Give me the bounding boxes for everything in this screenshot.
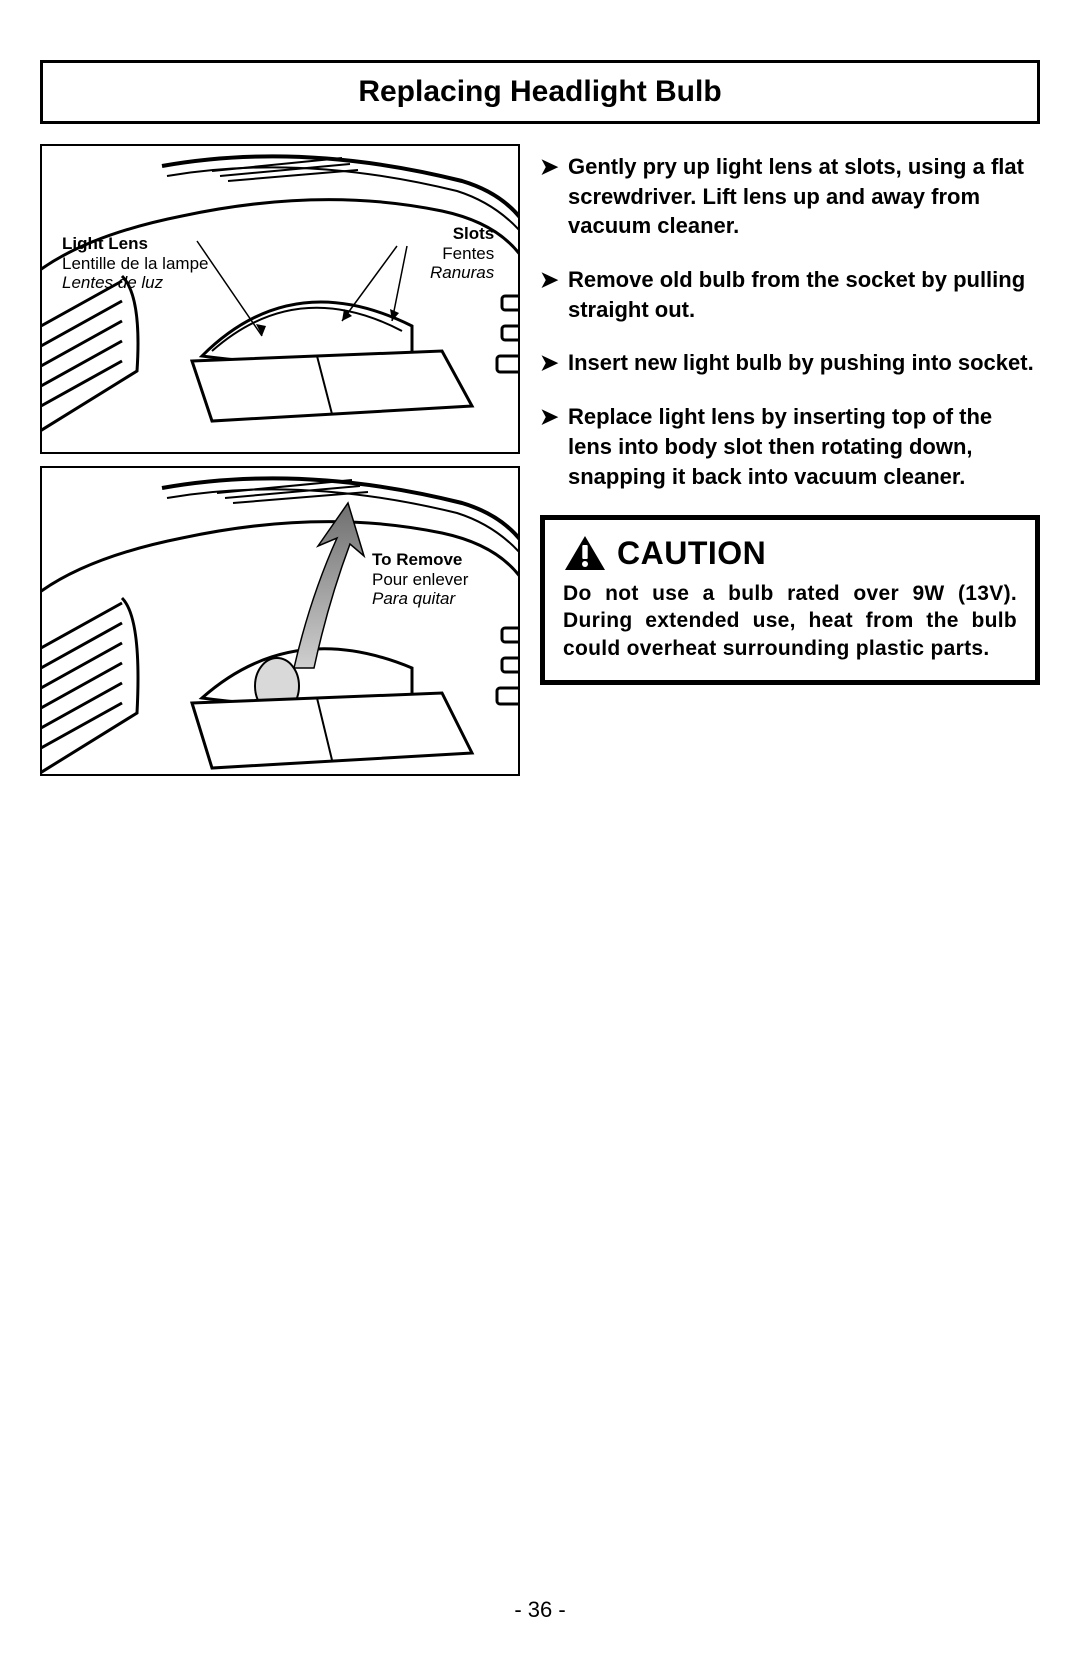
label-light-lens-fr: Lentille de la lampe [62,254,208,273]
warning-triangle-icon [563,534,607,572]
label-to-remove-es: Para quitar [372,589,455,608]
caution-header: CAUTION [563,534,1017,572]
instructions-column: ➤ Gently pry up light lens at slots, usi… [540,144,1040,788]
step-1-text: Gently pry up light lens at slots, using… [568,152,1040,241]
label-light-lens-en: Light Lens [62,234,148,253]
step-1: ➤ Gently pry up light lens at slots, usi… [540,152,1040,241]
label-slots-en: Slots [453,224,495,243]
diagram-light-lens-slots: Light Lens Lentille de la lampe Lentes d… [40,144,520,454]
label-to-remove-en: To Remove [372,550,462,569]
step-2: ➤ Remove old bulb from the socket by pul… [540,265,1040,324]
diagram-1-svg [42,146,520,454]
label-light-lens-es: Lentes de luz [62,273,163,292]
label-slots-es: Ranuras [430,263,494,282]
diagram-to-remove: To Remove Pour enlever Para quitar [40,466,520,776]
caution-body: Do not use a bulb rated over 9W (13V). D… [563,580,1017,662]
section-title-box: Replacing Headlight Bulb [40,60,1040,124]
bullet-icon: ➤ [540,265,568,295]
page-number: - 36 - [0,1597,1080,1623]
bullet-icon: ➤ [540,152,568,182]
step-3: ➤ Insert new light bulb by pushing into … [540,348,1040,378]
label-to-remove-fr: Pour enlever [372,570,468,589]
diagrams-column: Light Lens Lentille de la lampe Lentes d… [40,144,520,788]
content-row: Light Lens Lentille de la lampe Lentes d… [40,144,1040,788]
step-4-text: Replace light lens by inserting top of t… [568,402,1040,491]
step-3-text: Insert new light bulb by pushing into so… [568,348,1034,378]
label-to-remove: To Remove Pour enlever Para quitar [372,550,468,609]
label-slots: Slots Fentes Ranuras [430,224,494,283]
label-light-lens: Light Lens Lentille de la lampe Lentes d… [62,234,208,293]
caution-heading: CAUTION [617,535,766,572]
bullet-icon: ➤ [540,348,568,378]
step-4: ➤ Replace light lens by inserting top of… [540,402,1040,491]
bullet-icon: ➤ [540,402,568,432]
step-2-text: Remove old bulb from the socket by pulli… [568,265,1040,324]
diagram-2-svg [42,468,520,776]
caution-box: CAUTION Do not use a bulb rated over 9W … [540,515,1040,685]
label-slots-fr: Fentes [442,244,494,263]
section-title: Replacing Headlight Bulb [43,75,1037,109]
